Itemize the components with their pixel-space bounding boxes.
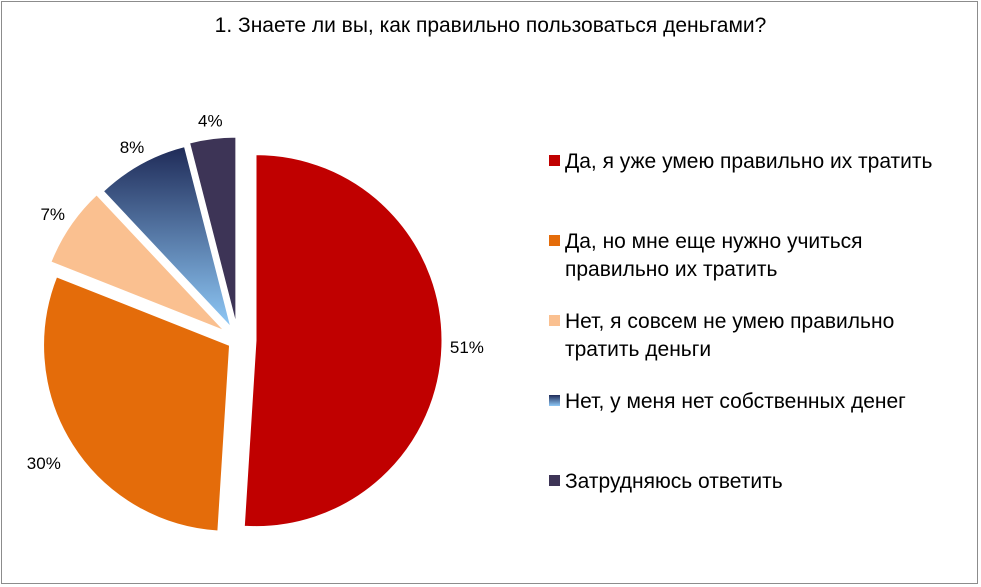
legend-label-4: Нет, у меня нет собственных денег — [565, 390, 906, 413]
data-label-2: 30% — [27, 454, 61, 473]
legend-item-1: Да, я уже умею правильно их тратить — [549, 148, 969, 228]
legend-swatch-5 — [549, 475, 560, 486]
legend-label-1: Да, я уже умею правильно их тратить — [565, 150, 933, 173]
data-label-4: 8% — [120, 138, 145, 157]
pie-slice-2 — [43, 276, 231, 532]
legend-label-3: Нет, я совсем не умею правильно тратить … — [565, 310, 895, 361]
legend-swatch-2 — [549, 235, 560, 246]
data-label-5: 4% — [198, 112, 223, 131]
legend-item-5: Затрудняюсь ответить — [549, 468, 969, 548]
legend-label-2: Да, но мне еще нужно учиться правильно и… — [565, 230, 863, 281]
data-label-1: 51% — [450, 338, 484, 357]
legend-swatch-3 — [549, 315, 560, 326]
data-label-3: 7% — [40, 205, 65, 224]
legend-item-2: Да, но мне еще нужно учиться правильно и… — [549, 228, 969, 308]
pie-slice-4 — [102, 146, 232, 328]
legend: Да, я уже умею правильно их тратить Да, н… — [549, 148, 969, 548]
legend-item-4: Нет, у меня нет собственных денег — [549, 388, 969, 468]
legend-swatch-4 — [549, 395, 560, 406]
pie-slice-5 — [189, 136, 237, 324]
pie-data-labels: 51% 30% 7% 8% 4% — [27, 112, 484, 473]
pie-slices — [43, 136, 443, 532]
pie-slice-1 — [243, 154, 443, 528]
legend-swatch-1 — [549, 155, 560, 166]
pie-slice-3 — [50, 194, 225, 331]
chart-title: 1. Знаете ли вы, как правильно пользоват… — [214, 14, 767, 37]
legend-label-5: Затрудняюсь ответить — [565, 470, 783, 493]
legend-item-3: Нет, я совсем не умею правильно тратить … — [549, 308, 969, 388]
